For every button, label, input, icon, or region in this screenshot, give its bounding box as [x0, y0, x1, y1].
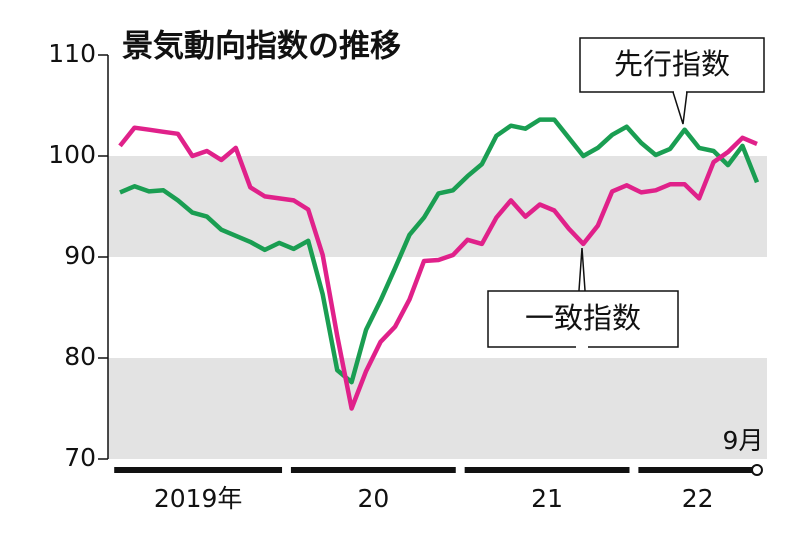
y-tick-label: 110 [48, 39, 96, 68]
x-group-label: 21 [531, 484, 563, 513]
x-tick-label: 9月 [723, 426, 764, 455]
callout-box [487, 290, 679, 348]
year-bar [464, 467, 630, 473]
x-group-label: 22 [682, 484, 714, 513]
legend-label: 先行指数 [614, 47, 730, 81]
plot-background [108, 156, 767, 459]
year-bar [114, 467, 283, 473]
callout-pointer [672, 91, 688, 125]
y-tick-label: 80 [64, 342, 96, 371]
shaded-band [108, 156, 767, 257]
end-marker [751, 464, 763, 476]
series-line [118, 125, 758, 411]
legend-label: 一致指数 [525, 301, 641, 335]
callout-box [579, 37, 765, 93]
year-bar [638, 467, 757, 473]
y-tick-label: 100 [48, 140, 96, 169]
year-bar [290, 467, 456, 473]
series-line [119, 117, 760, 385]
chart-title: 景気動向指数の推移 [122, 29, 401, 65]
y-tick-label: 70 [64, 443, 96, 472]
y-tick-label: 90 [64, 241, 96, 270]
x-group-label: 20 [357, 484, 389, 513]
shaded-band [108, 358, 767, 459]
x-group-label: 2019年 [154, 484, 243, 513]
